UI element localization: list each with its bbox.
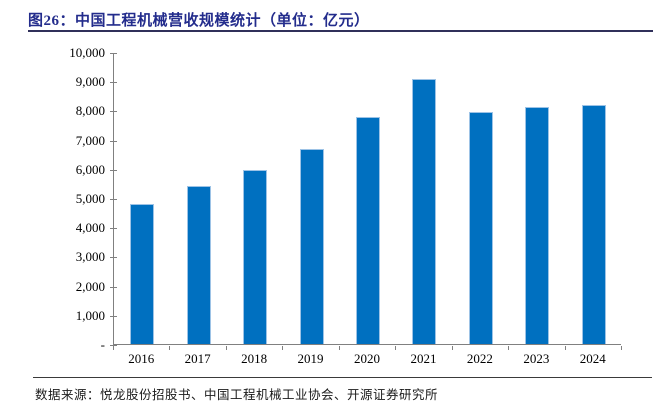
- x-axis-label-2017: 2017: [184, 351, 211, 366]
- x-axis-tick-mark: [338, 346, 340, 350]
- chart-title: 图26：中国工程机械营收规模统计（单位：亿元）: [28, 13, 370, 29]
- x-axis-label-2018: 2018: [241, 351, 268, 366]
- x-axis-tick-mark: [113, 346, 114, 350]
- x-axis-tick-mark: [621, 346, 622, 350]
- bar-2016: [130, 204, 155, 344]
- x-axis-label-2020: 2020: [354, 351, 380, 366]
- bar-2020: [356, 117, 380, 344]
- y-axis-tick-label: 3,000: [75, 249, 105, 265]
- bar-2024: [581, 105, 606, 344]
- x-axis-tick-mark: [564, 346, 566, 350]
- x-axis-label-2021: 2021: [410, 351, 437, 366]
- x-axis-tick-mark: [225, 346, 227, 350]
- bar-2023: [525, 107, 550, 344]
- y-axis-tick-label: 1,000: [75, 307, 105, 323]
- y-axis-tick-label: 9,000: [75, 74, 105, 90]
- y-axis-tick-label: 8,000: [75, 103, 105, 119]
- y-axis-tick-label: 2,000: [75, 278, 105, 294]
- bar-2019: [299, 148, 324, 344]
- bar-2022: [468, 111, 493, 344]
- y-axis-tick-label: -: [100, 337, 105, 352]
- bar-2021: [412, 79, 437, 344]
- x-axis-label-2022: 2022: [466, 351, 493, 366]
- x-axis-label-2024: 2024: [579, 351, 606, 366]
- x-axis-label-2023: 2023: [523, 351, 550, 366]
- plot-area: [113, 53, 621, 345]
- x-axis-label-2016: 2016: [128, 351, 155, 366]
- x-axis-tick-mark: [395, 346, 397, 350]
- x-axis-tick-mark: [508, 346, 510, 350]
- x-axis-tick-mark: [169, 346, 171, 350]
- y-axis-tick-label: 7,000: [75, 132, 105, 148]
- y-axis-tick-label: 4,000: [75, 220, 105, 236]
- x-axis-label-2019: 2019: [297, 351, 324, 366]
- y-axis-tick-label: 10,000: [69, 45, 105, 60]
- y-axis-tick-mark: [110, 345, 117, 346]
- y-axis-tick-label: 5,000: [75, 191, 105, 206]
- source-note: 数据来源：悦龙股份招股书、中国工程机械工业协会、开源证券研究所: [35, 388, 439, 402]
- bar-2018: [243, 169, 268, 344]
- footer-divider: [33, 377, 652, 378]
- title-divider: [28, 30, 653, 32]
- bar-2017: [186, 185, 211, 344]
- x-axis-tick-mark: [282, 346, 284, 350]
- x-axis-tick-mark: [451, 346, 453, 350]
- y-axis-tick-label: 6,000: [75, 161, 105, 177]
